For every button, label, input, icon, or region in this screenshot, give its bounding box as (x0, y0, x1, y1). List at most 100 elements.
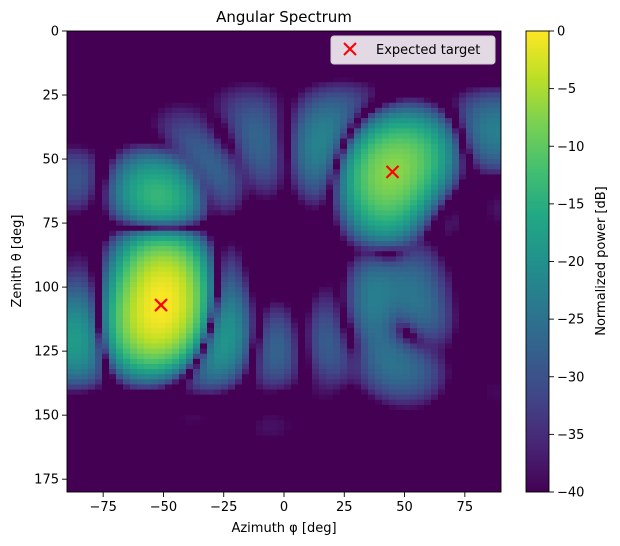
heatmap-cell (88, 210, 96, 216)
heatmap-cell (424, 143, 432, 150)
heatmap-cell (102, 425, 110, 432)
heatmap-cell (102, 189, 110, 196)
heatmap-cell (452, 276, 460, 283)
heatmap-cell (74, 266, 82, 273)
heatmap-cell (417, 164, 425, 170)
heatmap-cell (109, 271, 117, 278)
heatmap-cell (172, 394, 180, 401)
heatmap-cell (242, 430, 250, 437)
heatmap-cell (67, 41, 75, 47)
heatmap-cell (200, 41, 208, 47)
heatmap-cell (459, 61, 467, 68)
heatmap-cell (396, 404, 404, 411)
heatmap-cell (235, 51, 243, 58)
heatmap-cell (263, 338, 271, 345)
heatmap-cell (158, 220, 166, 227)
heatmap-cell (172, 189, 180, 196)
heatmap-cell (459, 210, 467, 216)
heatmap-cell (319, 410, 327, 416)
heatmap-cell (207, 143, 215, 150)
heatmap-cell (473, 205, 481, 211)
heatmap-cell (410, 128, 418, 135)
heatmap-cell (186, 363, 194, 370)
heatmap-cell (354, 153, 362, 160)
heatmap-cell (459, 317, 467, 324)
heatmap-cell (95, 153, 103, 160)
heatmap-cell (123, 302, 131, 309)
heatmap-cell (452, 128, 460, 135)
heatmap-cell (116, 31, 124, 37)
heatmap-cell (263, 343, 271, 350)
heatmap-cell (410, 102, 418, 109)
heatmap-cell (410, 138, 418, 145)
heatmap-cell (102, 241, 110, 247)
heatmap-cell (221, 153, 229, 160)
heatmap-cell (130, 266, 138, 273)
heatmap-cell (431, 87, 439, 94)
heatmap-cell (249, 276, 257, 283)
heatmap-cell (256, 36, 264, 42)
heatmap-cell (207, 153, 215, 160)
heatmap-cell (179, 102, 187, 109)
heatmap-cell (179, 184, 187, 191)
heatmap-cell (221, 36, 229, 42)
heatmap-cell (165, 41, 173, 47)
heatmap-cell (242, 425, 250, 432)
heatmap-cell (165, 384, 173, 391)
heatmap-cell (466, 317, 474, 324)
heatmap-cell (158, 184, 166, 191)
heatmap-cell (312, 312, 320, 319)
heatmap-cell (368, 112, 376, 119)
heatmap-cell (333, 138, 341, 145)
heatmap-cell (207, 112, 215, 119)
heatmap-cell (403, 261, 411, 268)
heatmap-cell (284, 179, 292, 186)
heatmap-cell (102, 200, 110, 206)
heatmap-cell (375, 369, 383, 375)
heatmap-cell (277, 46, 285, 53)
heatmap-cell (109, 440, 117, 447)
heatmap-cell (81, 189, 89, 196)
heatmap-cell (95, 281, 103, 288)
heatmap-cell (312, 46, 320, 53)
heatmap-cell (249, 312, 257, 319)
heatmap-cell (228, 36, 236, 42)
heatmap-cell (130, 379, 138, 386)
heatmap-cell (340, 256, 348, 263)
heatmap-cell (186, 251, 194, 257)
heatmap-cell (67, 189, 75, 196)
heatmap-cell (81, 184, 89, 191)
heatmap-cell (312, 374, 320, 380)
heatmap-cell (480, 261, 488, 268)
heatmap-cell (445, 82, 453, 88)
heatmap-cell (382, 220, 390, 227)
heatmap-cell (277, 317, 285, 324)
heatmap-cell (312, 189, 320, 196)
heatmap-cell (347, 404, 355, 411)
heatmap-cell (249, 66, 257, 73)
heatmap-cell (193, 394, 201, 401)
heatmap-cell (298, 256, 306, 263)
heatmap-cell (270, 302, 278, 309)
heatmap-cell (347, 389, 355, 396)
heatmap-cell (354, 220, 362, 227)
heatmap-cell (158, 179, 166, 186)
heatmap-cell (487, 148, 495, 155)
heatmap-cell (291, 118, 299, 124)
heatmap-cell (130, 112, 138, 119)
heatmap-cell (424, 246, 432, 252)
heatmap-cell (389, 200, 397, 206)
heatmap-cell (158, 61, 166, 68)
heatmap-cell (256, 92, 264, 99)
heatmap-cell (116, 82, 124, 88)
heatmap-cell (214, 66, 222, 73)
heatmap-cell (130, 71, 138, 78)
heatmap-cell (375, 159, 383, 165)
heatmap-cell (214, 87, 222, 94)
heatmap-cell (298, 425, 306, 432)
heatmap-cell (172, 302, 180, 309)
heatmap-cell (130, 312, 138, 319)
heatmap-cell (459, 102, 467, 109)
heatmap-cell (382, 97, 390, 104)
heatmap-cell (319, 220, 327, 227)
